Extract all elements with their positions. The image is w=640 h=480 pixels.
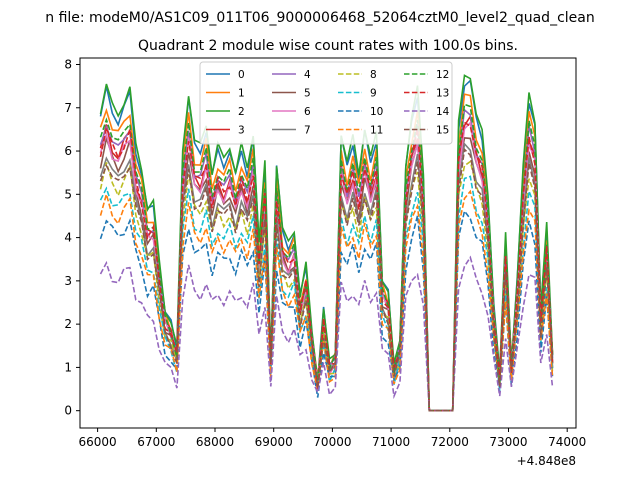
legend-label-11: 11	[370, 125, 383, 137]
legend-label-7: 7	[304, 125, 311, 137]
y-tick-label: 7	[64, 101, 72, 115]
legend-box	[199, 61, 453, 145]
x-tick-label: 72000	[431, 435, 469, 449]
legend-label-9: 9	[370, 88, 377, 100]
y-tick-label: 1	[64, 360, 72, 374]
y-tick-label: 2	[64, 317, 72, 331]
x-tick-label: 66000	[79, 435, 117, 449]
figure-suptitle: n file: modeM0/AS1C09_011T06_9000006468_…	[45, 10, 594, 26]
y-tick-label: 3	[64, 274, 72, 288]
series-line-14	[99, 255, 554, 412]
legend-label-13: 13	[436, 88, 449, 100]
x-tick-label: 70000	[313, 435, 351, 449]
legend-label-2: 2	[238, 106, 245, 118]
plot-area-frame	[79, 57, 577, 429]
y-tick-label: 0	[64, 404, 72, 418]
legend-label-4: 4	[304, 69, 311, 81]
legend-label-0: 0	[238, 69, 245, 81]
legend-label-14: 14	[436, 106, 450, 118]
legend-label-3: 3	[238, 125, 245, 137]
y-tick-label: 4	[64, 231, 72, 245]
series-lines	[99, 74, 554, 412]
series-line-13	[99, 121, 554, 412]
y-tick-label: 6	[64, 144, 72, 158]
legend-label-1: 1	[238, 88, 245, 100]
legend-label-8: 8	[370, 69, 377, 81]
x-tick-label: 73000	[489, 435, 527, 449]
x-tick-label: 68000	[196, 435, 234, 449]
legend-label-15: 15	[436, 125, 449, 137]
legend-label-6: 6	[304, 106, 311, 118]
y-tick-label: 8	[64, 57, 72, 71]
legend-label-5: 5	[304, 88, 311, 100]
x-tick-label: 71000	[372, 435, 410, 449]
x-axis: 66000 67000 68000 69000 70000 71000 72000 73000…	[79, 428, 586, 449]
y-axis: 0 1 2 3 4 5 6 7 8	[64, 57, 80, 418]
y-tick-label: 5	[64, 187, 72, 201]
series-line-15	[99, 147, 554, 412]
legend-label-10: 10	[370, 106, 383, 118]
x-axis-offset-text: +4.848e8	[517, 454, 576, 468]
x-tick-label: 67000	[137, 435, 175, 449]
x-tick-label: 74000	[548, 435, 586, 449]
series-line-2	[99, 74, 554, 412]
chart-title: Quadrant 2 module wise count rates with …	[138, 38, 518, 54]
series-line-11	[99, 189, 554, 412]
legend-label-12: 12	[436, 69, 449, 81]
x-tick-label: 69000	[255, 435, 293, 449]
